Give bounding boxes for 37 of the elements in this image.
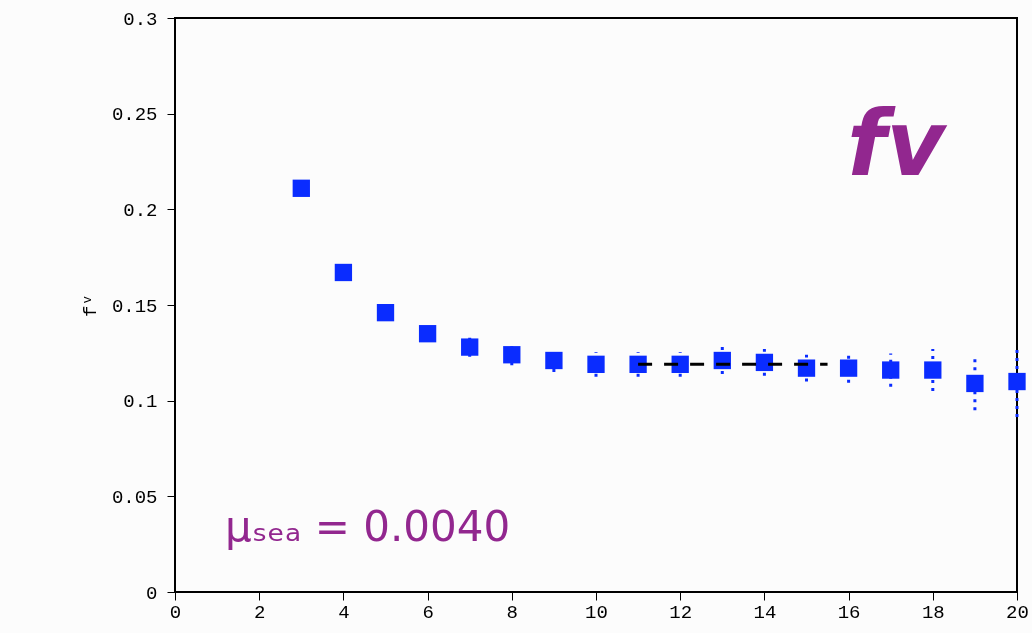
x-tick-label: 12 [669,601,693,624]
y-tick-label: 0.15 [111,295,158,318]
point [755,353,774,372]
point [966,374,984,393]
point [839,359,858,377]
point [629,355,647,373]
point [545,351,563,370]
point [671,355,689,373]
point [418,325,437,343]
annotation: fv [847,91,949,196]
x-tick-label: 6 [422,601,434,624]
x-tick-label: 4 [338,601,350,624]
x-tick-label: 20 [1006,601,1029,624]
point [1008,372,1026,391]
x-tick-label: 14 [753,601,777,624]
x-tick-label: 8 [506,601,518,624]
x-tick-label: 10 [585,601,608,624]
annotation: μₛₑₐ = 0.0040 [225,502,511,551]
point [292,179,310,197]
y-tick-label: 0.2 [123,199,158,222]
point [461,338,479,356]
y-tick-label: 0.3 [123,8,158,31]
y-tick-label: 0.05 [111,486,158,509]
x-tick-label: 16 [837,601,861,624]
y-tick-label: 0.1 [123,391,158,414]
point [882,361,900,379]
y-tick-label: 0 [146,582,158,605]
point [376,303,395,322]
y-tick-label: 0.25 [111,104,158,127]
x-tick-label: 18 [921,601,945,624]
point [587,355,605,373]
point [334,263,353,282]
point [924,361,942,379]
x-tick-label: 2 [254,601,266,624]
point [503,346,521,364]
y-axis-title: fᵛ [79,294,102,317]
x-tick-label: 0 [169,601,182,624]
